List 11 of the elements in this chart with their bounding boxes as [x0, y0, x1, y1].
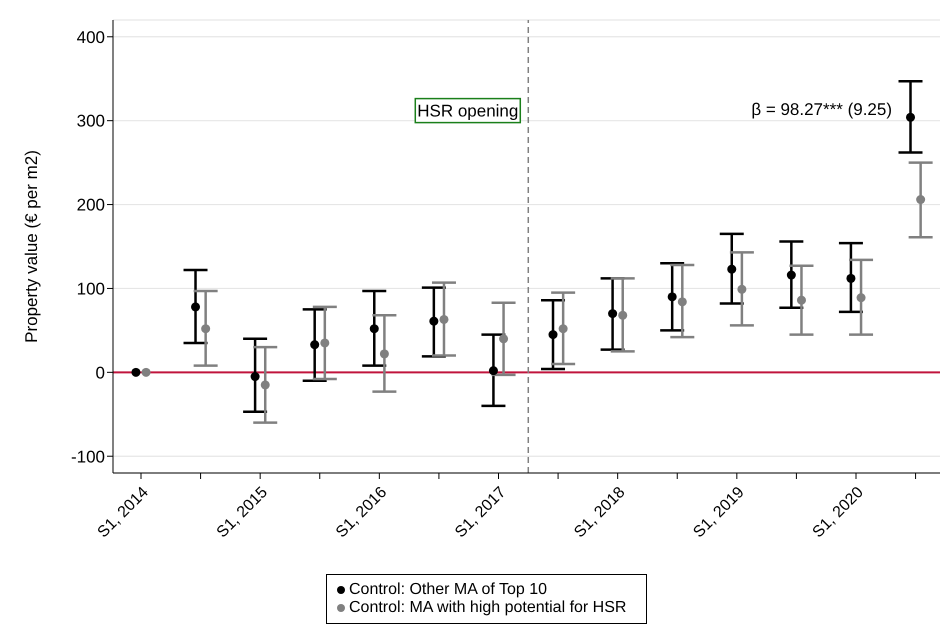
y-tick-label: 200: [76, 196, 105, 215]
y-tick-label: 0: [96, 363, 105, 382]
y-axis-title: Property value (€ per m2): [22, 150, 42, 343]
y-tick-label: -100: [70, 447, 105, 466]
y-tick-label: 300: [76, 112, 105, 131]
annotation: β = 98.27*** (9.25): [751, 100, 892, 120]
legend-label: Control: MA with high potential for HSR: [349, 599, 626, 616]
legend-label: Control: Other MA of Top 10: [349, 581, 548, 598]
y-tick-label: 400: [76, 28, 105, 47]
annotation: HSR opening: [417, 102, 518, 121]
y-tick-label: 100: [76, 279, 105, 298]
